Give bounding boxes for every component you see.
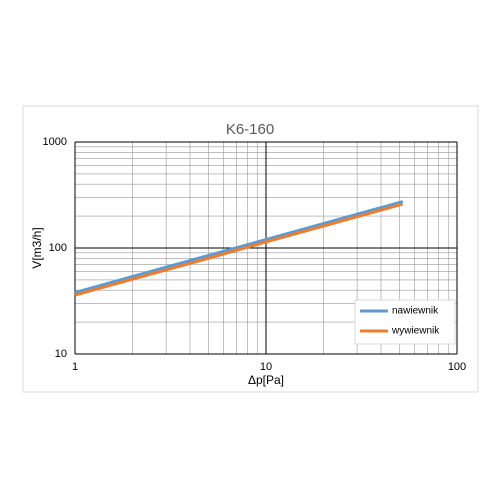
- y-axis-label: V[m3/h]: [30, 227, 44, 268]
- x-axis-label: Δp[Pa]: [248, 373, 284, 387]
- legend-box: [354, 299, 456, 345]
- legend-label: nawiewnik: [392, 306, 439, 317]
- y-tick-label: 1000: [43, 136, 67, 148]
- y-tick-label: 10: [55, 348, 67, 360]
- x-tick-label: 10: [260, 361, 272, 373]
- x-tick-label: 1: [72, 361, 78, 373]
- series-line: [74, 202, 404, 297]
- series-line: [74, 200, 404, 294]
- y-tick-label: 100: [49, 242, 67, 254]
- chart-frame: [22, 105, 479, 393]
- x-tick-label: 100: [448, 361, 466, 373]
- chart-title: K6-160: [226, 121, 274, 138]
- legend-label: wywiewnik: [391, 326, 440, 337]
